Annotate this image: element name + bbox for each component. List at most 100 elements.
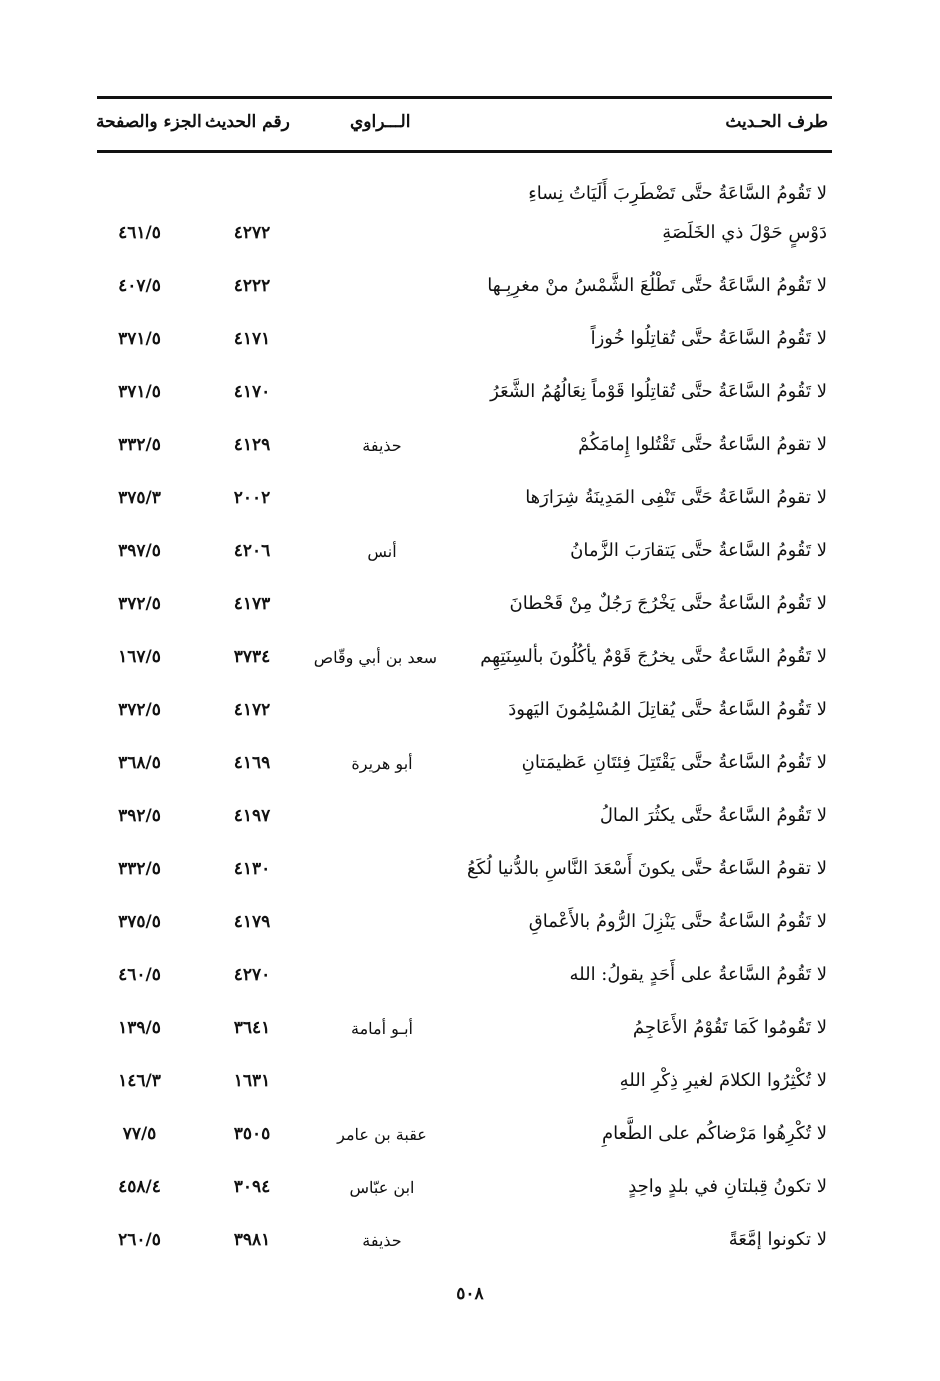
hadith-text: لا تَقُومُ السَّاعَةُ حتَّى تُقاتِلُوا ق… <box>490 381 827 402</box>
hadith-page: ١٣٩/٥ <box>118 1018 161 1038</box>
hadith-text-line: لا تَقُومُ السَّاعَةُ حتَّى تُقاتِلُوا ق… <box>490 381 827 402</box>
hadith-number: ٤١٩٧ <box>233 806 271 826</box>
hadith-number: ٣٩٨١ <box>233 1230 271 1250</box>
hadith-text: لا تَقُومُ السَّاعةُ على أَحَدٍ يقولُ: ا… <box>569 964 827 985</box>
hadith-number: ٢٠٠٢ <box>233 488 271 508</box>
table-row: لا تكونوا إمَّعَةً حذيفة ٣٩٨١ ٢٦٠/٥ <box>97 1209 827 1262</box>
hadith-text: لا تَقُومُ السَّاعةُ حتَّى يَنْزِلَ الرُ… <box>529 911 827 932</box>
hadith-page: ٣٧٥/٥ <box>118 912 161 932</box>
hadith-text-line: لا تُكْثِرُوا الكلامَ لغيرِ ذِكْرِ اللهِ <box>619 1070 827 1091</box>
hadith-number: ٤٢٧٠ <box>233 965 271 985</box>
hadith-text: لا تَقُومُ السَّاعةُ حتَّى يَتقارَبَ الز… <box>570 540 827 561</box>
hadith-narrator: ابن عبّاس <box>349 1178 415 1197</box>
hadith-number: ١٦٣١ <box>233 1071 271 1091</box>
hadith-text-line: لا تَقُومُ السَّاعةُ على أَحَدٍ يقولُ: ا… <box>569 964 827 985</box>
table-row: لا تَقُومُ السَّاعةُ حتَّى يخرُجَ قَوْمٌ… <box>97 626 827 679</box>
header-hadith: طرف الحـديث <box>725 112 828 132</box>
hadith-text-line: لا تُكْرِهُوا مَرْضاكُم على الطَّعامِ <box>602 1123 827 1144</box>
hadith-narrator: أبـو أمامة <box>351 1019 413 1038</box>
hadith-page: ١٤٦/٣ <box>118 1071 161 1091</box>
hadith-text-line: لا تَقُومُ السَّاعةُ حتَّى يخرُجَ قَوْمٌ… <box>480 646 827 667</box>
hadith-text: لا تَقُومُ السَّاعَةُ حتَّى تُقاتِلُوا خ… <box>591 328 827 349</box>
table-row: لا تَقُومُوا كَمَا تَقُوْمُ الأَعَاجِمُ أ… <box>97 997 827 1050</box>
hadith-number: ٤١٦٩ <box>233 753 271 773</box>
hadith-text: لا تَقُومُ السَّاعةُ حتَّى يكثُرَ المالُ <box>600 805 827 826</box>
hadith-page: ١٦٧/٥ <box>118 647 161 667</box>
hadith-text: لا تقومُ السَّاعةُ حتَّى تَقْتُلوا إِمام… <box>578 434 827 455</box>
hadith-page: ٣٣٢/٥ <box>118 859 161 879</box>
hadith-text: لا تَقُومُ السَّاعةُ حتَّى يَقْتَتِلَ فِ… <box>522 752 827 773</box>
table-row: لا تَقُومُ السَّاعَةُ حتَّى تُقاتِلُوا ق… <box>97 361 827 414</box>
hadith-number: ٤١٢٩ <box>233 435 271 455</box>
hadith-number: ٤٢٠٦ <box>233 541 271 561</box>
hadith-text-line: لا تَقُومُ السَّاعَةُ حتَّى تُقاتِلُوا خ… <box>590 328 827 349</box>
hadith-page: ٣٦٨/٥ <box>118 753 161 773</box>
hadith-text: لا تقومُ السَّاعةُ حتَّى يكونَ أَسْعَدَ … <box>467 858 827 879</box>
table-row: لا تَقُومُ السَّاعَةُ حتَّى تَضْطَرِبَ أ… <box>97 160 827 255</box>
hadith-page: ٧٧/٥ <box>122 1124 157 1144</box>
table-row: لا تقومُ السَّاعةُ حتَّى يكونَ أَسْعَدَ … <box>97 838 827 891</box>
hadith-page: ٢٦٠/٥ <box>118 1230 161 1250</box>
hadith-narrator: أنس <box>367 542 397 561</box>
hadith-number: ٤١٧٩ <box>233 912 271 932</box>
hadith-text: لا تَقُومُ السَّاعةُ حتَّى يخرُجَ قَوْمٌ… <box>480 646 827 667</box>
hadith-text-line: لا تَقُومُ السَّاعةُ حتَّى يَخْرُجَ رَجُ… <box>509 593 827 614</box>
hadith-number: ٤١٧١ <box>233 329 271 349</box>
table-row: لا تَقُومُ السَّاعةُ حتَّى يكثُرَ المالُ… <box>97 785 827 838</box>
hadith-text-line: لا تكونوا إمَّعَةً <box>728 1229 827 1250</box>
hadith-number: ٤١٣٠ <box>233 859 271 879</box>
hadith-text-line: لا تَقُومُ السَّاعةُ حتَّى يَقْتَتِلَ فِ… <box>521 752 827 773</box>
hadith-number: ٤١٧٠ <box>233 382 271 402</box>
hadith-text: لا تكونُ قِبلتانِ في بلدٍ واحِدٍ <box>628 1176 827 1197</box>
table-row: لا تَقُومُ السَّاعةُ حتَّى يَتقارَبَ الز… <box>97 520 827 573</box>
hadith-number: ٤٢٢٢ <box>233 276 271 296</box>
hadith-text-line: لا تَقُومُ السَّاعَةُ حتَّى تَطْلُعَ الش… <box>487 275 827 296</box>
hadith-page: ٣٣٢/٥ <box>118 435 161 455</box>
hadith-text: لا تُكْرِهُوا مَرْضاكُم على الطَّعامِ <box>602 1123 827 1144</box>
hadith-text: لا تقومُ السَّاعَةُ حَتَّى تَنْفِى المَد… <box>525 487 827 508</box>
hadith-text-line: لا تقومُ السَّاعةُ حتَّى يكونَ أَسْعَدَ … <box>467 858 827 879</box>
hadith-text-line: دَوْسٍ حَوْلَ ذي الخَلَصَةِ <box>662 222 827 243</box>
hadith-text: لا تَقُومُ السَّاعَةُ حتَّى تَطْلُعَ الش… <box>487 275 827 296</box>
hadith-number: ٤١٧٣ <box>233 594 271 614</box>
table-row: لا تَقُومُ السَّاعةُ حتَّى يَنْزِلَ الرُ… <box>97 891 827 944</box>
hadith-page: ٤٦٠/٥ <box>118 965 161 985</box>
table-row: لا تُكْرِهُوا مَرْضاكُم على الطَّعامِ عقب… <box>97 1103 827 1156</box>
hadith-page: ٣٩٢/٥ <box>118 806 161 826</box>
header-page: الجزء والصفحة <box>96 112 202 132</box>
hadith-number: ٣٦٤١ <box>233 1018 271 1038</box>
hadith-number: ٣٧٣٤ <box>233 647 271 667</box>
hadith-number: ٤٢٧٢ <box>233 223 271 243</box>
table-row: لا تَقُومُ السَّاعةُ حتَّى يَقْتَتِلَ فِ… <box>97 732 827 785</box>
table-row: لا تقومُ السَّاعَةُ حَتَّى تَنْفِى المَد… <box>97 467 827 520</box>
hadith-text: لا تَقُومُ السَّاعةُ حتَّى يَخْرُجَ رَجُ… <box>509 593 827 614</box>
hadith-page: ٣٧٢/٥ <box>118 594 161 614</box>
hadith-text-line: لا تكونُ قِبلتانِ في بلدٍ واحِدٍ <box>628 1176 827 1197</box>
hadith-narrator: سعد بن أبي وقّاص <box>313 648 437 667</box>
hadith-text-line: لا تَقُومُ السَّاعةُ حتَّى يَتقارَبَ الز… <box>570 540 827 561</box>
hadith-page: ٣٧٢/٥ <box>118 700 161 720</box>
table-row: لا تَقُومُ السَّاعَةُ حتَّى تَطْلُعَ الش… <box>97 255 827 308</box>
hadith-number: ٤١٧٢ <box>233 700 271 720</box>
hadith-narrator: حذيفة <box>362 1231 402 1250</box>
hadith-text: لا تَقُومُ السَّاعةُ حتَّى يُقاتِلَ المُ… <box>508 699 827 720</box>
hadith-text-line: لا تَقُومُ السَّاعةُ حتَّى يَنْزِلَ الرُ… <box>528 911 827 932</box>
hadith-page: ٣٧١/٥ <box>118 329 161 349</box>
hadith-page: ٣٧٥/٣ <box>118 488 161 508</box>
hadith-narrator: عقبة بن عامر <box>337 1125 427 1144</box>
hadith-page: ٤٦١/٥ <box>118 223 161 243</box>
hadith-page: ٣٩٧/٥ <box>118 541 161 561</box>
hadith-page: ٤٠٧/٥ <box>118 276 161 296</box>
hadith-text-line: لا تقومُ السَّاعةُ حتَّى تَقْتُلوا إِمام… <box>578 434 827 455</box>
table-row: لا تَقُومُ السَّاعَةُ حتَّى تُقاتِلُوا خ… <box>97 308 827 361</box>
hadith-page: ٤٥٨/٤ <box>118 1177 161 1197</box>
hadith-text: لا تُكْثِرُوا الكلامَ لغيرِ ذِكْرِ اللهِ <box>620 1070 827 1091</box>
header-rule <box>97 150 832 153</box>
hadith-narrator: أبو هريرة <box>351 754 413 773</box>
hadith-text-line: لا تقومُ السَّاعَةُ حَتَّى تَنْفِى المَد… <box>525 487 827 508</box>
header-narrator: الـــراوي <box>350 112 411 132</box>
top-rule <box>97 96 832 99</box>
hadith-narrator: حذيفة <box>362 436 402 455</box>
hadith-index-table: لا تَقُومُ السَّاعَةُ حتَّى تَضْطَرِبَ أ… <box>97 160 827 1262</box>
page-number: ٥٠٨ <box>456 1284 484 1304</box>
